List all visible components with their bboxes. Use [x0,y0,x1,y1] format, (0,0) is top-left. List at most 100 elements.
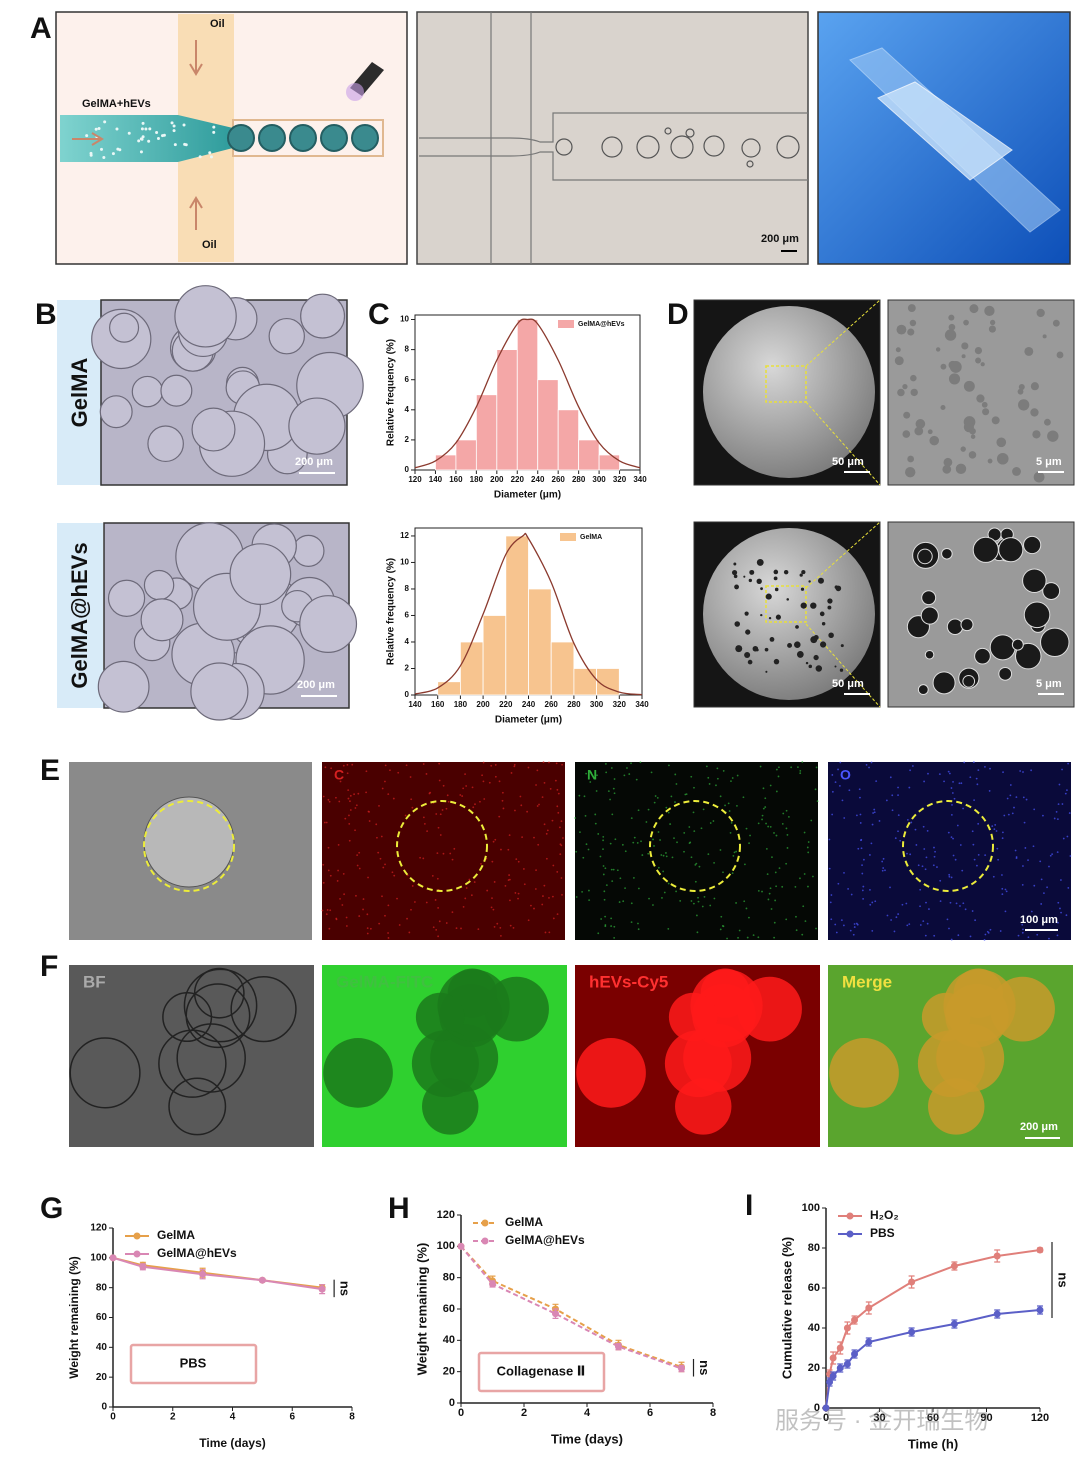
signal [1030,769,1033,772]
signal [1061,803,1064,805]
pore [969,304,979,314]
pore [787,642,793,648]
signal [830,894,833,896]
signal [1032,845,1035,848]
signal [492,840,495,843]
signal [989,928,992,931]
signal [337,843,340,846]
signal [602,839,604,842]
signal [537,843,540,846]
pore [972,536,999,563]
signal [722,770,725,772]
bar [437,681,461,696]
signal [993,828,996,831]
pore [914,426,924,436]
signal [690,856,693,859]
pore [987,458,993,464]
signal [554,779,557,782]
signal [679,900,682,902]
signal [436,852,439,854]
signal [901,903,904,906]
signal [378,922,381,925]
x-tick-label: 180 [454,700,468,709]
x-tick-label: 4 [584,1407,591,1419]
signal [499,926,502,929]
vesicle [183,142,187,146]
y-tick-label: 60 [808,1282,820,1294]
signal [548,896,550,899]
pore [805,661,809,665]
signal [807,885,809,888]
signal [583,795,586,798]
pore [961,354,966,359]
signal [657,866,660,869]
droplet [746,160,754,168]
pore [840,644,844,648]
region-circle [143,800,235,892]
data-point [993,1310,1001,1318]
channel-label: hEVs-Cy5 [589,972,668,991]
signal [1065,914,1068,917]
pore [948,323,956,331]
microsphere [288,397,346,455]
signal [719,928,722,931]
signal [884,869,886,872]
signal [327,869,330,872]
scale-bar-label: 5 μm [1036,456,1062,468]
signal [925,901,927,904]
signal [661,897,663,899]
x-tick-label: 6 [647,1407,653,1419]
pore [783,569,789,575]
signal [871,901,874,904]
signal [329,909,332,912]
signal [749,834,751,837]
signal [543,823,546,826]
signal [984,854,987,857]
data-point [822,1404,830,1412]
vesicle [173,143,177,147]
signal [561,893,563,896]
channel-label: GelMA-FITC [336,972,433,991]
significance-label: ns [697,1360,712,1375]
signal [891,794,894,797]
signal [439,813,442,816]
signal [962,807,964,810]
signal [843,871,845,874]
pore [963,319,969,326]
x-tick-label: 200 [476,700,490,709]
signal [483,798,486,800]
signal [869,903,872,906]
pore [795,625,799,629]
signal [594,813,597,816]
signal [442,784,445,787]
signal [737,936,739,939]
signal [1066,835,1069,838]
signal [1017,934,1020,937]
signal [609,798,611,801]
signal [498,815,501,818]
pore [1023,535,1042,555]
signal [556,871,559,873]
signal [1056,934,1059,937]
signal [436,877,439,880]
signal [947,770,950,773]
signal [665,855,668,858]
signal [1053,817,1056,820]
signal [986,930,989,933]
signal [705,765,708,768]
pore [970,434,976,439]
signal [641,854,644,856]
x-tick-label: 320 [613,700,627,709]
signal [548,931,551,934]
signal [435,928,438,931]
signal [345,925,348,927]
y-tick-label: 2 [405,435,410,444]
signal [842,924,845,927]
signal [344,817,347,820]
vesicle [148,127,152,131]
signal [342,872,345,875]
signal [439,834,442,836]
signal [1068,812,1071,814]
signal [1057,803,1060,806]
signal [991,825,994,828]
